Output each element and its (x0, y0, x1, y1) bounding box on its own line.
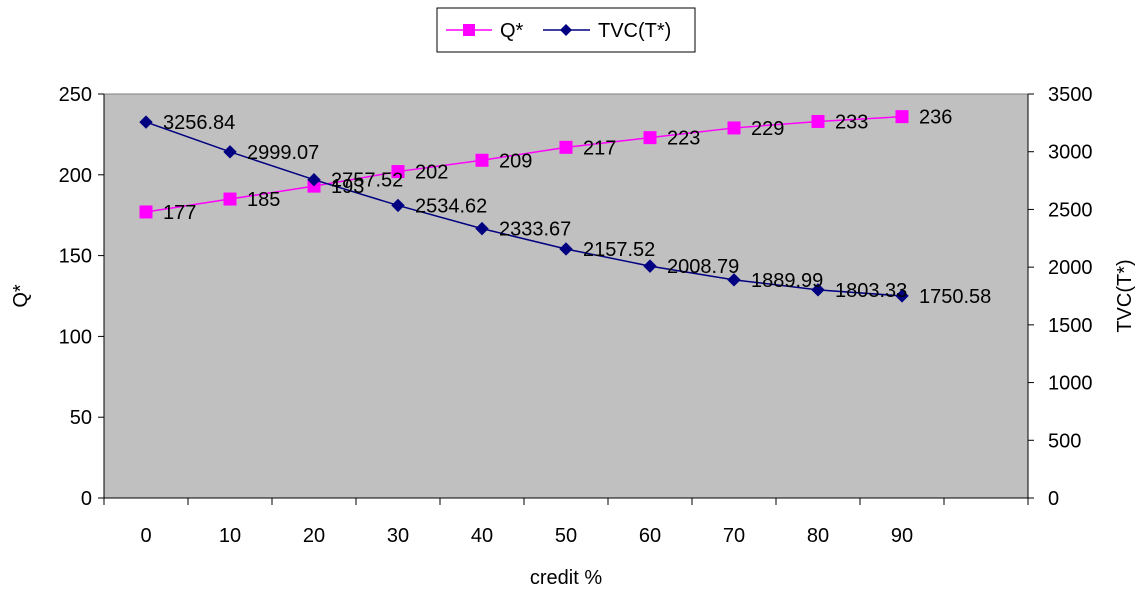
y-right-tick-label: 2000 (1048, 257, 1093, 279)
tvc-point (391, 198, 405, 213)
y-axis-left-title: Q* (10, 284, 32, 308)
tvc-point (223, 145, 237, 159)
series-layer (139, 110, 909, 303)
tvc-data-label: 2534.62 (415, 195, 487, 217)
legend-label-tvc: TVC(T*) (598, 20, 671, 42)
y-right-tick-label: 1500 (1048, 315, 1093, 337)
x-tick-label: 70 (723, 525, 745, 547)
q-star-data-label: 193 (331, 176, 364, 198)
x-tick-label: 20 (303, 525, 325, 547)
x-tick-label: 90 (891, 525, 913, 547)
legend: Q* TVC(T*) (436, 7, 696, 53)
q-star-data-label: 236 (919, 107, 952, 129)
q-star-data-label: 233 (835, 111, 868, 133)
q-star-data-label: 223 (667, 128, 700, 150)
x-tick-label: 40 (471, 525, 493, 547)
y-right-tick-label: 0 (1048, 488, 1059, 510)
y-axis-right-title: TVC(T*) (1114, 259, 1136, 332)
q-star-point (727, 121, 741, 135)
y-right-tick-label: 2500 (1048, 199, 1093, 221)
x-tick-label: 10 (219, 525, 241, 547)
tvc-data-label: 2757.52 (331, 170, 403, 192)
tvc-data-label: 1803.33 (835, 280, 907, 302)
q-star-point (139, 205, 153, 219)
tvc-data-label: 1889.99 (751, 270, 823, 292)
q-star-data-label: 185 (247, 189, 280, 211)
x-tick-label: 80 (807, 525, 829, 547)
tvc-point (139, 115, 153, 129)
legend-label-q-star: Q* (500, 20, 524, 42)
tvc-point (727, 273, 741, 287)
q-star-data-label: 217 (583, 137, 616, 159)
q-star-point (559, 140, 573, 154)
q-star-data-label: 209 (499, 150, 532, 172)
q-star-data-label: 177 (163, 202, 196, 224)
q-star-point (811, 114, 825, 128)
x-tick-label: 50 (555, 525, 577, 547)
q-star-point (643, 131, 657, 145)
tvc-point (307, 172, 321, 187)
tvc-point (811, 283, 825, 297)
tvc-point (643, 259, 657, 273)
y-left-tick-label: 50 (70, 407, 92, 429)
x-tick-label: 0 (140, 525, 151, 547)
axes: 0501001502002500500100015002000250030003… (59, 84, 1093, 547)
y-right-tick-label: 3000 (1048, 142, 1093, 164)
y-left-tick-label: 100 (59, 326, 92, 348)
x-axis-title: credit % (530, 567, 602, 589)
legend-marker-tvc (560, 24, 572, 36)
q-star-point (475, 153, 489, 167)
y-left-tick-label: 150 (59, 246, 92, 268)
tvc-data-label: 2008.79 (667, 256, 739, 278)
q-star-point (895, 110, 909, 124)
series-line-0 (145, 115, 903, 213)
y-left-tick-label: 250 (59, 84, 92, 106)
x-tick-label: 30 (387, 525, 409, 547)
y-left-tick-label: 200 (59, 165, 92, 187)
tvc-data-label: 2999.07 (247, 142, 319, 164)
q-star-point (223, 192, 237, 206)
tvc-point (475, 221, 489, 236)
series-line-1 (145, 121, 903, 297)
y-left-tick-label: 0 (81, 488, 92, 510)
tvc-data-label: 2333.67 (499, 219, 571, 241)
tvc-point (895, 289, 909, 303)
q-star-point (391, 165, 405, 179)
legend-marker-q-star (463, 24, 475, 36)
x-tick-label: 60 (639, 525, 661, 547)
q-star-data-label: 202 (415, 162, 448, 184)
tvc-data-label: 1750.58 (919, 286, 991, 308)
y-right-tick-label: 1000 (1048, 373, 1093, 395)
tvc-point (559, 242, 573, 256)
tvc-data-label: 3256.84 (163, 112, 235, 134)
data-labels: 177 185 193 202 209 217 223 229 233 236 3256.84 299… (163, 107, 991, 308)
tvc-data-label: 2157.52 (583, 239, 655, 261)
q-star-data-label: 229 (751, 118, 784, 140)
y-right-tick-label: 3500 (1048, 84, 1093, 106)
y-right-tick-label: 500 (1048, 430, 1081, 452)
